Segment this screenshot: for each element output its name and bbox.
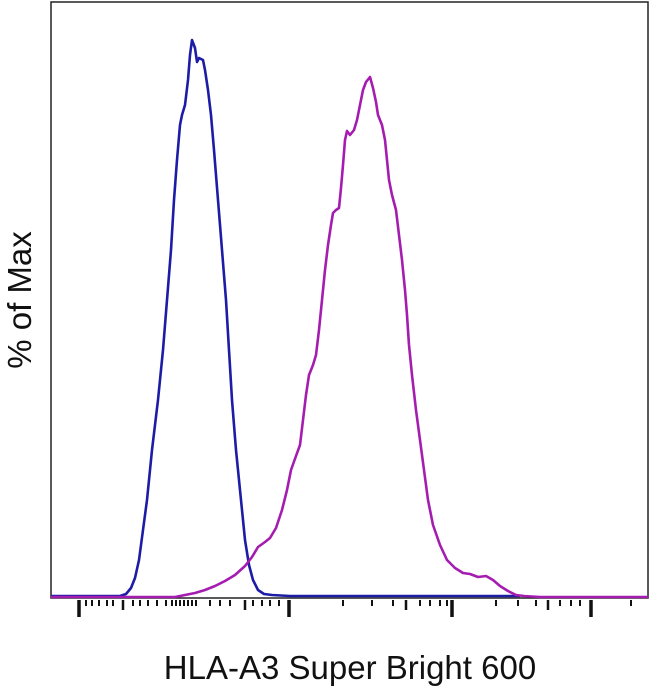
histogram-series bbox=[51, 38, 648, 599]
y-axis-label: % of Max bbox=[1, 231, 38, 369]
plot-frame bbox=[50, 1, 649, 599]
series-line-control bbox=[51, 38, 520, 598]
series-line-stained bbox=[51, 75, 648, 599]
x-axis-ticks bbox=[77, 600, 632, 617]
x-axis-label: HLA-A3 Super Bright 600 bbox=[163, 649, 537, 686]
